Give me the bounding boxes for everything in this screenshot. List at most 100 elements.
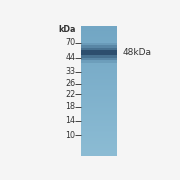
Bar [81, 103, 117, 104]
Bar [81, 53, 117, 54]
Bar [81, 105, 117, 106]
Bar [81, 94, 117, 95]
Bar [81, 130, 117, 131]
Bar [81, 133, 117, 134]
Text: 70: 70 [65, 38, 76, 47]
Bar [81, 93, 117, 94]
Bar [81, 28, 117, 29]
Bar [81, 57, 117, 58]
Bar [81, 106, 117, 107]
Text: 22: 22 [65, 90, 76, 99]
Bar [81, 101, 117, 102]
Bar [81, 38, 117, 39]
Bar [81, 45, 117, 46]
Bar [81, 44, 117, 45]
Bar [81, 85, 117, 86]
Bar [81, 152, 117, 153]
Bar [81, 50, 117, 51]
Bar [81, 107, 117, 108]
Bar [81, 42, 117, 43]
Bar [81, 114, 117, 115]
Bar [81, 35, 117, 36]
Bar [81, 92, 117, 93]
Bar [81, 69, 117, 70]
Bar [81, 141, 117, 142]
Bar [81, 155, 117, 156]
Bar [81, 109, 117, 110]
Bar [81, 63, 117, 64]
Bar [81, 153, 117, 154]
Bar [81, 40, 117, 41]
Bar [81, 150, 117, 151]
Bar [81, 54, 117, 55]
Bar [81, 29, 117, 30]
Bar [81, 79, 117, 80]
Bar [81, 73, 117, 74]
Bar [81, 84, 117, 85]
Bar [81, 77, 117, 78]
Bar [81, 97, 117, 98]
Bar [81, 146, 117, 147]
Bar [81, 143, 117, 144]
Text: 14: 14 [66, 116, 76, 125]
Bar [81, 51, 117, 52]
Bar [81, 87, 117, 88]
Bar [81, 83, 117, 84]
Bar [81, 108, 117, 109]
Bar [81, 59, 117, 60]
Bar [81, 122, 117, 123]
Bar [81, 151, 117, 152]
Bar [81, 64, 117, 65]
Bar [81, 104, 117, 105]
Bar [81, 70, 117, 71]
Bar [81, 37, 117, 38]
Bar [81, 43, 117, 44]
Bar [81, 100, 117, 101]
Bar [81, 137, 117, 138]
Bar [81, 46, 117, 47]
Bar [81, 132, 117, 133]
Bar [81, 33, 117, 34]
Bar [81, 61, 117, 62]
Bar [81, 147, 117, 148]
Bar [81, 39, 117, 40]
Bar [81, 36, 117, 37]
Bar [81, 42, 117, 63]
Bar [81, 47, 117, 48]
Bar [81, 66, 117, 67]
Bar [81, 80, 117, 81]
Bar [81, 74, 117, 75]
Bar [81, 76, 117, 77]
Bar [81, 121, 117, 122]
Bar [81, 144, 117, 145]
Bar [81, 27, 117, 28]
Bar [81, 131, 117, 132]
Bar [81, 138, 117, 139]
Bar [81, 68, 117, 69]
Bar [81, 81, 117, 82]
Bar [81, 96, 117, 97]
Bar [81, 149, 117, 150]
Bar [81, 127, 117, 128]
Bar [81, 140, 117, 141]
Text: 10: 10 [66, 131, 76, 140]
Bar [81, 124, 117, 125]
Bar [81, 52, 117, 53]
Bar [81, 32, 117, 33]
Bar [81, 129, 117, 130]
Bar [81, 118, 117, 119]
Bar [81, 48, 117, 58]
Bar [81, 58, 117, 59]
Text: 18: 18 [66, 102, 76, 111]
Text: 48kDa: 48kDa [123, 48, 152, 57]
Bar [81, 148, 117, 149]
Bar [81, 145, 117, 146]
Bar [81, 49, 117, 50]
Bar [81, 91, 117, 92]
Bar [81, 154, 117, 155]
Bar [81, 48, 117, 49]
Bar [81, 82, 117, 83]
Text: 33: 33 [66, 67, 76, 76]
Bar [81, 89, 117, 90]
Bar [81, 65, 117, 66]
